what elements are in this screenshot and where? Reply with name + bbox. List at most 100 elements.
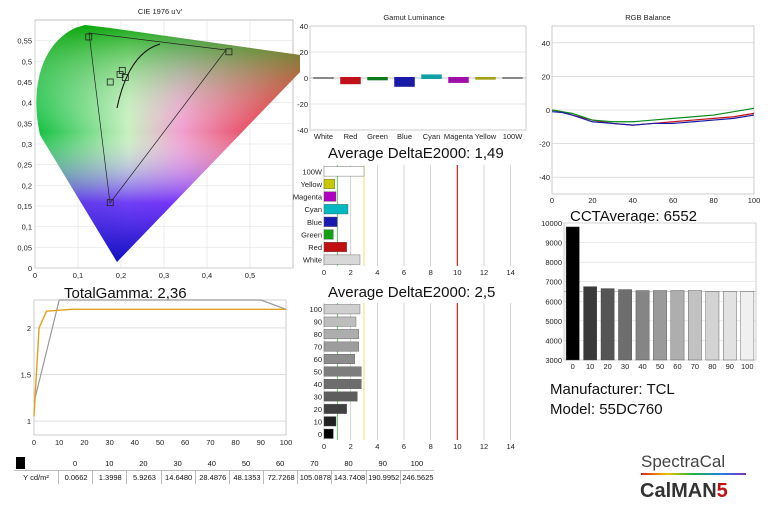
gamma-y-tick: 2 [27,324,31,333]
luminance-value-cell: 1.3998 [92,471,127,484]
de-x-tick: 2 [349,268,353,277]
cct-x-tick: 40 [638,362,646,371]
gamut-y-tick: 20 [300,48,308,57]
gamma-x-tick: 60 [181,438,189,447]
gamut-x-tick: Blue [397,132,412,141]
rgb-series-line [551,111,755,126]
cct-x-tick: 70 [691,362,699,371]
cct-bar [635,290,650,361]
de-bar [323,204,349,215]
gamut-x-tick: 100W [503,132,524,141]
luminance-header-cell: 70 [310,459,319,468]
gamut-x-tick: Green [367,132,388,141]
de-category-label: 20 [314,405,322,414]
de-bar [323,366,362,377]
luminance-value-cell: 0.0662 [58,471,93,484]
gamut-y-tick: 40 [300,22,308,31]
rgb-x-tick: 100 [748,196,761,205]
gamut-bar [394,77,415,87]
cct-y-tick: 5000 [545,317,562,326]
cie-target-marker [85,33,93,41]
rgb-x-tick: 60 [669,196,677,205]
cie-x-tick: 0,2 [116,271,126,280]
gamut-title: Gamut Luminance [383,13,444,22]
luminance-value-cell: 72.7268 [263,471,298,484]
gamma-title: TotalGamma: 2,36 [64,285,187,302]
gamma-x-tick: 20 [80,438,88,447]
luminance-value-cell: 190.9952 [365,471,401,484]
de-category-label: 100 [309,305,322,314]
de-bar [323,178,335,189]
cie-y-tick: 0 [28,264,32,273]
rgb-x-tick: 0 [550,196,554,205]
de-category-label: 60 [314,355,322,364]
spectracal-underline [641,473,746,475]
rgb-y-tick: 20 [542,72,550,81]
cct-chart: 10000 9000 8000 7000 6000 5000 4000 3000 0 10 20 30… [541,219,757,371]
cct-bar [705,291,720,361]
de-category-label: 90 [314,318,322,327]
gamut-bar [421,74,442,79]
de-bar [323,166,365,177]
luminance-header-cell: 50 [241,459,251,468]
cie-target-marker [116,71,124,78]
cct-y-tick: 7000 [545,278,562,287]
cie-diagram: CIE 1976 u'v' 0 0,1 0,2 0,3 0,4 0,5 0,55 0,5 0,4… [17,7,300,280]
cct-x-tick: 20 [603,362,611,371]
cct-y-tick: 4000 [545,336,562,345]
luminance-header-row: 0 10 20 30 40 50 60 70 80 90 100 [14,457,434,471]
calman-text: CalMAN [640,480,717,502]
luminance-header-cell: 0 [73,459,78,468]
de-category-label: 0 [318,430,322,439]
de-bar [323,391,358,402]
cie-y-tick: 0,4 [22,99,32,108]
cct-y-tick: 6000 [545,297,562,306]
cie-x-tick: 0 [33,271,37,280]
de-bar [323,341,359,352]
delta-e-color-title: Average DeltaE2000: 1,49 [328,145,504,162]
cct-x-tick: 100 [741,362,754,371]
cct-bar [600,288,615,361]
gamma-x-tick: 100 [280,438,293,447]
gamma-x-tick: 10 [55,438,63,447]
de-x-tick: 12 [480,442,488,451]
cct-y-tick: 3000 [545,356,562,365]
cct-x-tick: 10 [586,362,594,371]
gamma-plot-frame [33,299,287,436]
cie-y-tick: 0,05 [17,243,32,252]
de-category-label: 70 [314,343,322,352]
gamma-target-line [33,299,287,403]
luminance-value-row: Y cd/m² 0.0662 1.3998 5.9263 14.6480 28.4876… [14,471,434,484]
cct-x-tick: 30 [621,362,629,371]
cct-bar [670,290,685,361]
gamut-x-tick: Cyan [423,132,441,141]
de-bar [323,242,347,253]
de-bar [323,216,338,227]
luminance-value-cell: 5.9263 [126,471,161,484]
rgb-x-tick: 80 [709,196,717,205]
rgb-y-tick: -40 [539,173,550,182]
cie-y-tick: 0,5 [22,57,32,66]
cct-x-tick: 80 [708,362,716,371]
de-bar [323,304,361,315]
de-x-tick: 4 [375,442,379,451]
cie-target-marker [118,67,126,74]
cct-bar [653,290,667,361]
luminance-value-cell: 143.7408 [331,471,366,484]
de-x-tick: 10 [453,268,461,277]
gamma-measured-line [33,308,286,417]
delta-e-gray-title: Average DeltaE2000: 2,5 [328,284,496,301]
de-x-tick: 14 [506,442,514,451]
luminance-value-cell: 14.6480 [160,471,196,484]
gamut-x-tick: Yellow [475,132,497,141]
rgb-y-tick: 0 [546,106,550,115]
cie-y-tick: 0,35 [17,119,32,128]
gamut-y-tick: -20 [297,100,308,109]
de-bar [323,354,355,364]
luminance-value-cell: 246.5625 [399,471,435,484]
cie-y-tick: 0,55 [17,37,32,46]
luminance-header-cell: 10 [105,459,114,468]
de-x-tick: 0 [322,268,326,277]
spectral-locus-overlay [36,25,300,262]
